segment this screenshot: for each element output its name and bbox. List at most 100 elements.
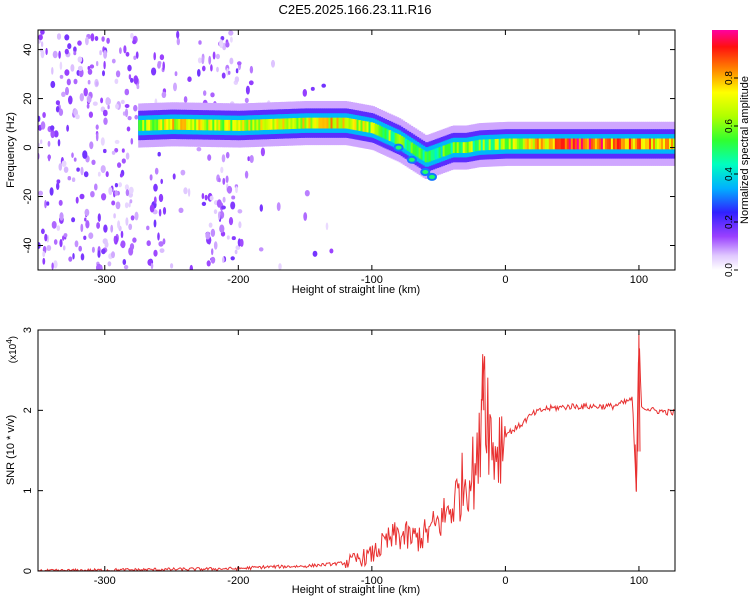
noise-speck <box>149 174 153 181</box>
ridge-cell <box>438 147 442 158</box>
ridge-cell <box>156 119 159 131</box>
noise-speck <box>63 166 69 173</box>
noise-speck <box>53 239 58 245</box>
ridge-cell <box>560 138 564 150</box>
noise-speck <box>64 48 69 55</box>
ridge-cell <box>268 119 271 130</box>
ridge-cell <box>504 138 508 150</box>
ridge-cell <box>312 117 315 129</box>
noise-speck <box>96 61 99 67</box>
ridge-cell <box>604 138 608 150</box>
ridge-cell <box>528 138 532 150</box>
ridge-cell <box>474 140 478 152</box>
noise-speck <box>248 80 254 86</box>
ridge-cell <box>324 117 327 129</box>
noise-speck <box>208 55 212 65</box>
ridge-cell <box>498 138 502 150</box>
noise-speck <box>183 187 188 195</box>
noise-speck <box>114 183 118 188</box>
noise-speck <box>135 51 139 59</box>
noise-speck <box>245 85 250 95</box>
ridge-cell <box>472 140 476 152</box>
noise-speck <box>222 196 226 203</box>
ridge-cell <box>392 132 396 143</box>
ridge-cell <box>649 138 652 150</box>
noise-speck <box>50 125 55 131</box>
ridge-cell <box>298 117 301 129</box>
ridge-cell <box>428 150 432 162</box>
ridge-cell <box>526 138 530 150</box>
ridge-cell <box>372 122 376 134</box>
ridge-cell <box>496 138 500 150</box>
ridge-cell <box>296 118 299 129</box>
noise-speck <box>115 103 119 109</box>
colorbar-tick-label: 0.6 <box>724 119 735 133</box>
noise-speck <box>87 79 91 85</box>
ridge-cell <box>667 138 670 150</box>
noise-speck <box>114 148 119 153</box>
ridge-cell <box>450 142 454 154</box>
ridge-cell <box>518 138 522 150</box>
ridge-cell <box>616 138 620 150</box>
ridge-cell <box>651 138 654 150</box>
ridge-cell <box>180 119 183 130</box>
noise-speck <box>202 65 206 72</box>
noise-speck <box>87 68 93 75</box>
ridge-cell <box>524 138 528 150</box>
ridge-cell <box>408 141 412 152</box>
ridge-cell <box>432 149 436 161</box>
ridge-cell <box>412 143 416 155</box>
ridge-cell <box>252 119 255 131</box>
ridge-cell <box>382 127 386 139</box>
noise-speck <box>213 241 218 250</box>
noise-speck <box>226 235 230 240</box>
noise-speck <box>53 130 59 138</box>
ridge-cell <box>594 138 598 150</box>
ridge-cell <box>590 138 594 150</box>
bottom-y-tick-label: 1 <box>22 488 34 494</box>
noise-speck <box>71 152 74 158</box>
bottom-x-axis-label: Height of straight line (km) <box>292 584 420 596</box>
ridge-cell <box>212 119 215 131</box>
ridge-cell <box>258 119 261 131</box>
noise-speck <box>204 194 208 201</box>
ridge-cell <box>542 138 546 150</box>
ridge-cell <box>340 117 344 129</box>
ridge-cell <box>673 138 675 150</box>
ridge-cell <box>208 119 211 131</box>
ridge-cell <box>602 138 606 150</box>
ridge-cell <box>228 119 231 131</box>
noise-speck <box>113 213 116 219</box>
ridge-cell <box>342 117 346 129</box>
ridge-cell <box>614 138 618 150</box>
noise-speck <box>176 30 180 39</box>
ridge-cell <box>424 151 428 163</box>
noise-speck <box>86 95 92 103</box>
noise-speck <box>111 150 116 155</box>
bottom-x-tick-label: -200 <box>227 575 249 587</box>
noise-speck <box>56 182 60 190</box>
noise-speck <box>215 53 220 60</box>
ridge-cell <box>322 117 325 129</box>
ridge-cell <box>332 117 336 129</box>
ridge-cell <box>470 141 474 152</box>
ridge-cell <box>638 138 642 150</box>
ridge-cell <box>266 119 269 130</box>
noise-speck <box>47 140 51 147</box>
noise-speck <box>161 91 167 99</box>
ridge-cell <box>506 138 510 150</box>
ridge-cell <box>532 138 536 150</box>
noise-speck <box>221 205 226 210</box>
noise-speck <box>42 112 46 118</box>
noise-speck <box>153 183 158 192</box>
noise-speck <box>58 163 63 171</box>
heatmap-frame <box>37 29 676 271</box>
ridge-cell <box>190 119 193 130</box>
colorbar-gradient <box>712 30 738 270</box>
noise-speck <box>219 224 225 233</box>
noise-speck <box>201 193 205 200</box>
noise-speck <box>119 173 123 178</box>
ridge-cell <box>138 120 141 131</box>
noise-speck <box>133 55 137 60</box>
